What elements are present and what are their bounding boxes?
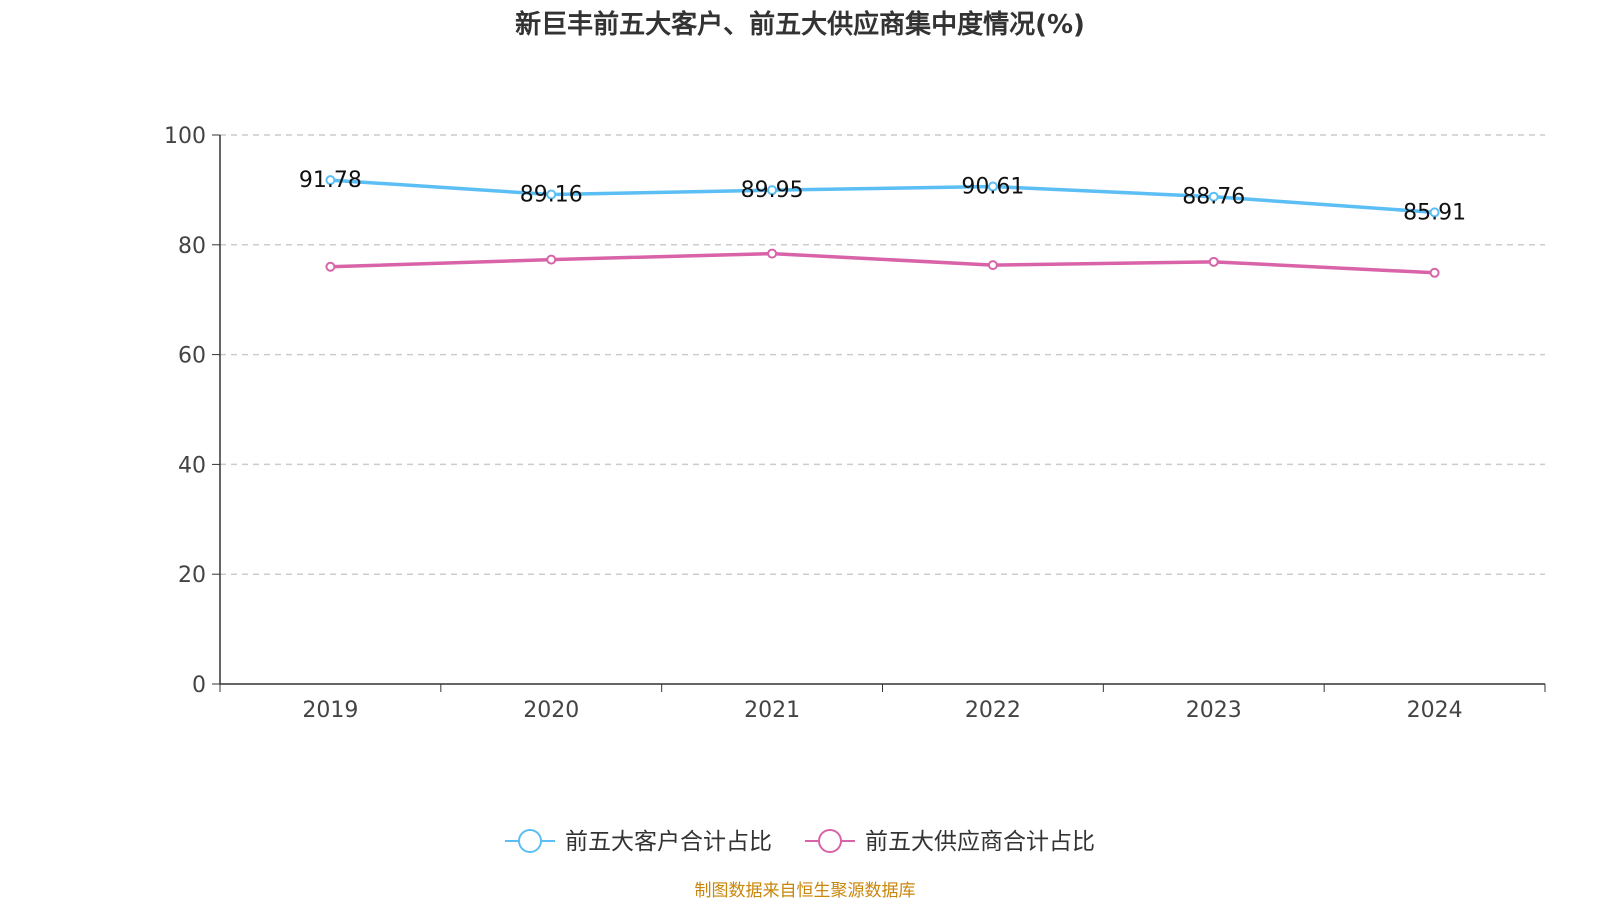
data-point <box>767 248 778 259</box>
x-tick-label: 2019 <box>302 698 358 723</box>
data-label: 89.95 <box>741 178 804 203</box>
y-tick-label: 0 <box>192 673 206 698</box>
data-point <box>987 260 998 271</box>
x-tick-label: 2021 <box>744 698 800 723</box>
data-point <box>987 181 998 192</box>
source-note: 制图数据来自恒生聚源数据库 <box>695 881 916 900</box>
series-line <box>330 178 1435 215</box>
y-tick-label: 80 <box>178 234 206 259</box>
data-label: 89.16 <box>520 183 583 208</box>
data-point <box>1429 267 1440 278</box>
x-tick-label: 2023 <box>1186 698 1242 723</box>
data-point <box>767 185 778 196</box>
data-point <box>325 261 336 272</box>
data-label: 90.61 <box>961 175 1024 200</box>
chart-title: 新巨丰前五大客户、前五大供应商集中度情况(%) <box>515 9 1085 40</box>
data-label: 91.78 <box>299 168 362 193</box>
data-label: 88.76 <box>1182 185 1245 210</box>
x-tick-label: 2020 <box>523 698 579 723</box>
series-line <box>330 251 1435 275</box>
data-point <box>546 189 557 200</box>
y-tick-label: 100 <box>164 124 206 149</box>
data-point <box>325 175 336 186</box>
data-point <box>1208 256 1219 267</box>
x-tick-label: 2022 <box>965 698 1021 723</box>
data-point <box>1208 191 1219 202</box>
legend-marker-icon[interactable] <box>518 829 542 853</box>
y-tick-label: 20 <box>178 563 206 588</box>
x-tick-label: 2024 <box>1407 698 1463 723</box>
data-point <box>1429 207 1440 218</box>
legend-marker-icon[interactable] <box>818 829 842 853</box>
data-point <box>546 254 557 265</box>
y-tick-label: 60 <box>178 344 206 369</box>
data-label: 85.91 <box>1403 200 1466 225</box>
legend-label[interactable]: 前五大供应商合计占比 <box>865 829 1095 855</box>
y-tick-label: 40 <box>178 453 206 478</box>
legend-label[interactable]: 前五大客户合计占比 <box>565 829 772 855</box>
